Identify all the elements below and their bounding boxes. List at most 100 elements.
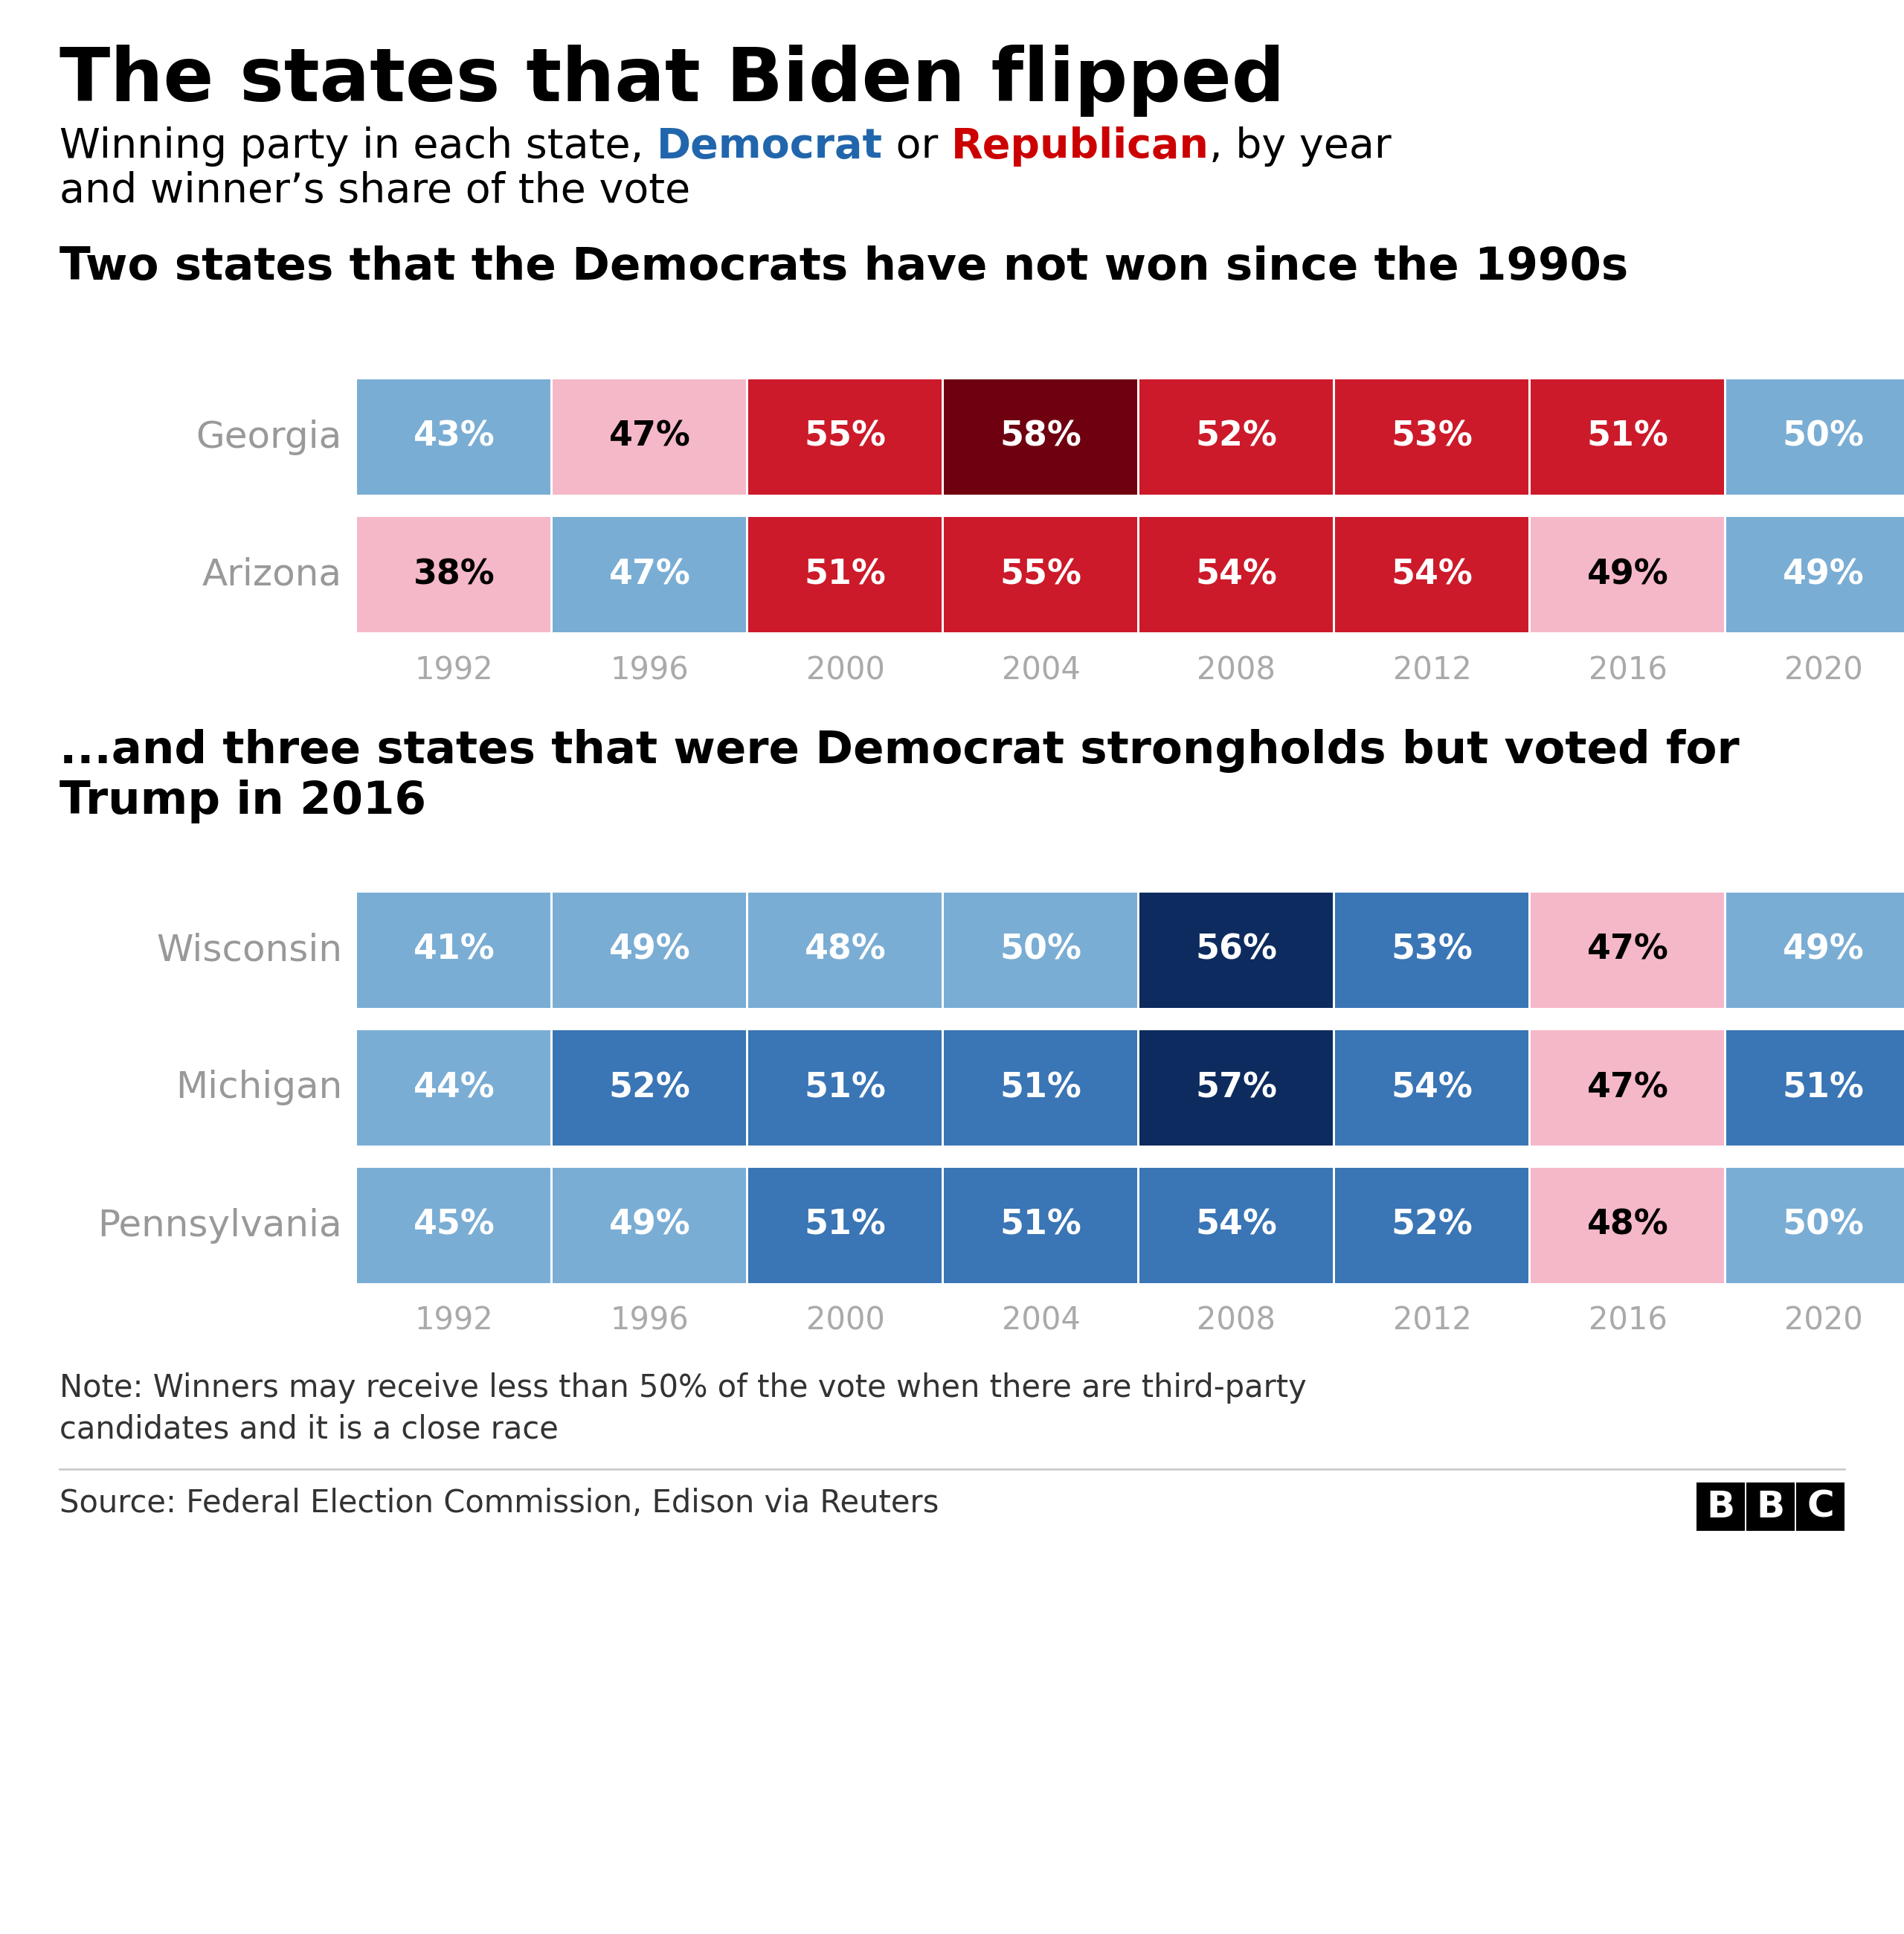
Text: 47%: 47% xyxy=(1586,1071,1668,1104)
Bar xyxy=(358,516,550,632)
Bar xyxy=(1139,894,1333,1008)
Bar xyxy=(1335,1031,1529,1145)
Bar xyxy=(1531,1168,1723,1282)
Bar xyxy=(358,1031,550,1145)
Bar xyxy=(1139,379,1333,495)
Bar xyxy=(1335,1168,1529,1282)
Bar xyxy=(748,1168,942,1282)
Text: 54%: 54% xyxy=(1392,1071,1474,1104)
Bar xyxy=(358,379,550,495)
Bar xyxy=(1531,894,1723,1008)
Text: 53%: 53% xyxy=(1392,934,1474,967)
Text: 49%: 49% xyxy=(1586,557,1668,592)
Bar xyxy=(1531,516,1723,632)
Text: 53%: 53% xyxy=(1392,420,1474,454)
Bar xyxy=(1139,1031,1333,1145)
Bar xyxy=(1335,379,1529,495)
Bar xyxy=(552,379,746,495)
Text: 1996: 1996 xyxy=(611,1305,689,1336)
Bar xyxy=(1727,1031,1904,1145)
Text: 2000: 2000 xyxy=(805,654,885,687)
Text: B: B xyxy=(1755,1489,1784,1524)
Text: The states that Biden flipped: The states that Biden flipped xyxy=(59,44,1285,116)
Text: 51%: 51% xyxy=(803,557,885,592)
Text: 2008: 2008 xyxy=(1198,1305,1276,1336)
Text: 58%: 58% xyxy=(1000,420,1081,454)
Text: 2016: 2016 xyxy=(1588,1305,1668,1336)
Text: 57%: 57% xyxy=(1196,1071,1278,1104)
Text: ...and three states that were Democrat strongholds but voted for
Trump in 2016: ...and three states that were Democrat s… xyxy=(59,729,1740,824)
Text: 56%: 56% xyxy=(1196,934,1278,967)
Text: 49%: 49% xyxy=(1782,557,1864,592)
Bar xyxy=(1531,379,1723,495)
Text: B: B xyxy=(1706,1489,1735,1524)
Text: C: C xyxy=(1807,1489,1834,1524)
Text: 47%: 47% xyxy=(1586,934,1668,967)
Bar xyxy=(944,516,1137,632)
Text: 52%: 52% xyxy=(1392,1209,1474,1242)
Text: 41%: 41% xyxy=(413,934,495,967)
Bar xyxy=(1696,1483,1744,1532)
Text: 2012: 2012 xyxy=(1392,654,1472,687)
Text: and winner’s share of the vote: and winner’s share of the vote xyxy=(59,170,691,211)
Bar xyxy=(944,1168,1137,1282)
Bar xyxy=(1746,1483,1795,1532)
Text: 47%: 47% xyxy=(609,557,691,592)
Text: Wisconsin: Wisconsin xyxy=(156,932,343,969)
Text: 54%: 54% xyxy=(1196,1209,1278,1242)
Text: Republican: Republican xyxy=(952,126,1209,166)
Text: 51%: 51% xyxy=(1000,1209,1081,1242)
Bar xyxy=(748,516,942,632)
Text: 48%: 48% xyxy=(1586,1209,1668,1242)
Bar xyxy=(358,1168,550,1282)
Text: 50%: 50% xyxy=(1000,934,1081,967)
Bar xyxy=(1727,894,1904,1008)
Text: Democrat: Democrat xyxy=(657,126,883,166)
Text: 55%: 55% xyxy=(1000,557,1081,592)
Text: or: or xyxy=(883,126,952,166)
Text: 38%: 38% xyxy=(413,557,495,592)
Text: Winning party in each state,: Winning party in each state, xyxy=(59,126,657,166)
Bar xyxy=(1335,516,1529,632)
Text: 44%: 44% xyxy=(413,1071,495,1104)
Text: Arizona: Arizona xyxy=(202,557,343,592)
Bar xyxy=(1139,516,1333,632)
Text: 49%: 49% xyxy=(609,1209,691,1242)
Bar xyxy=(748,1031,942,1145)
Bar xyxy=(944,379,1137,495)
Text: 52%: 52% xyxy=(609,1071,691,1104)
Text: Two states that the Democrats have not won since the 1990s: Two states that the Democrats have not w… xyxy=(59,246,1628,290)
Text: , by year: , by year xyxy=(1209,126,1392,166)
Text: 51%: 51% xyxy=(1000,1071,1081,1104)
Text: 51%: 51% xyxy=(803,1209,885,1242)
Bar xyxy=(1795,1483,1845,1532)
Text: Pennsylvania: Pennsylvania xyxy=(97,1207,343,1244)
Text: 47%: 47% xyxy=(609,420,691,454)
Text: Michigan: Michigan xyxy=(175,1070,343,1106)
Text: Georgia: Georgia xyxy=(196,420,343,454)
Text: 1992: 1992 xyxy=(415,1305,493,1336)
Bar xyxy=(944,1031,1137,1145)
Bar xyxy=(1727,379,1904,495)
Text: 49%: 49% xyxy=(1782,934,1864,967)
Bar xyxy=(748,379,942,495)
Bar xyxy=(1335,894,1529,1008)
Text: 2020: 2020 xyxy=(1784,1305,1862,1336)
Text: 51%: 51% xyxy=(1782,1071,1864,1104)
Text: 2000: 2000 xyxy=(805,1305,885,1336)
Bar xyxy=(552,894,746,1008)
Text: 50%: 50% xyxy=(1782,420,1864,454)
Text: 2016: 2016 xyxy=(1588,654,1668,687)
Text: 2004: 2004 xyxy=(1002,1305,1080,1336)
Text: 2004: 2004 xyxy=(1002,654,1080,687)
Text: 49%: 49% xyxy=(609,934,691,967)
Text: 50%: 50% xyxy=(1782,1209,1864,1242)
Bar xyxy=(944,894,1137,1008)
Text: 54%: 54% xyxy=(1196,557,1278,592)
Text: 43%: 43% xyxy=(413,420,495,454)
Text: 2012: 2012 xyxy=(1392,1305,1472,1336)
Text: 48%: 48% xyxy=(805,934,885,967)
Text: 55%: 55% xyxy=(803,420,885,454)
Text: 2020: 2020 xyxy=(1784,654,1862,687)
Text: 54%: 54% xyxy=(1392,557,1474,592)
